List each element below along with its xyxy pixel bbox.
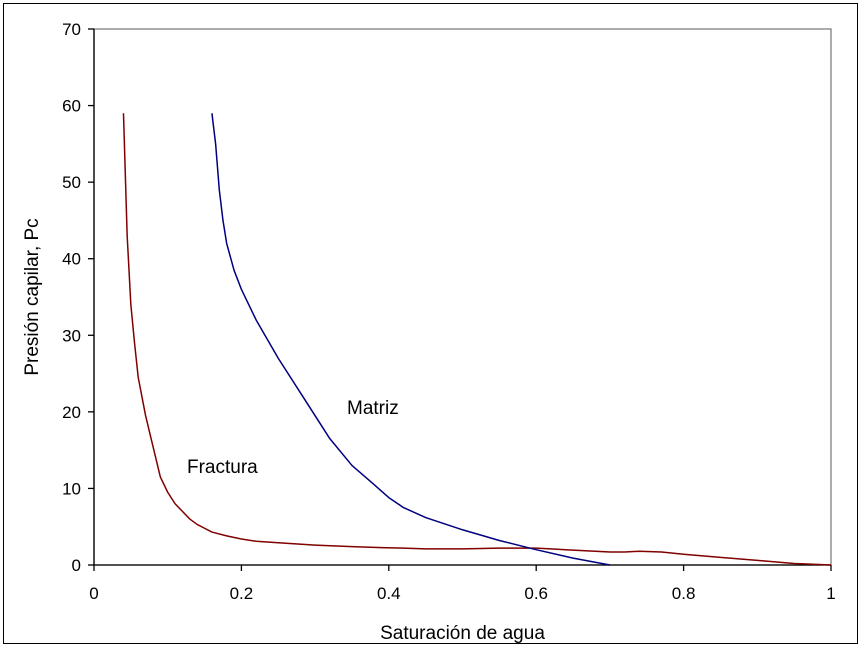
- x-tick-label: 0.2: [230, 584, 254, 603]
- x-tick-label: 1: [826, 584, 835, 603]
- y-tick-label: 40: [62, 250, 81, 269]
- axes: 0 10 20 30 40 50 60 70 0 0.2 0.4 0.6 0.8 1: [62, 20, 836, 603]
- series-layer: [122, 113, 832, 566]
- plot-area: [93, 28, 832, 566]
- x-tick-label: 0.6: [524, 584, 548, 603]
- x-tick-label: 0.4: [377, 584, 401, 603]
- series-line-fractura: [122, 113, 832, 566]
- x-tick-label: 0.8: [672, 584, 696, 603]
- x-axis-title: Saturación de agua: [380, 623, 545, 644]
- y-tick-label: 0: [72, 556, 81, 575]
- y-tick-label: 60: [62, 97, 81, 116]
- annotation-matriz: Matriz: [347, 398, 399, 419]
- series-line-matriz: [211, 113, 611, 566]
- y-tick-label: 20: [62, 403, 81, 422]
- x-tick-label: 0: [89, 584, 98, 603]
- y-tick-label: 70: [62, 20, 81, 39]
- y-tick-label: 30: [62, 326, 81, 345]
- annotation-layer: Matriz Fractura: [187, 398, 399, 478]
- annotation-fractura: Fractura: [187, 457, 258, 478]
- y-tick-label: 50: [62, 173, 81, 192]
- y-tick-label: 10: [62, 479, 81, 498]
- y-axis-title: Presión capilar, Pc: [22, 218, 43, 375]
